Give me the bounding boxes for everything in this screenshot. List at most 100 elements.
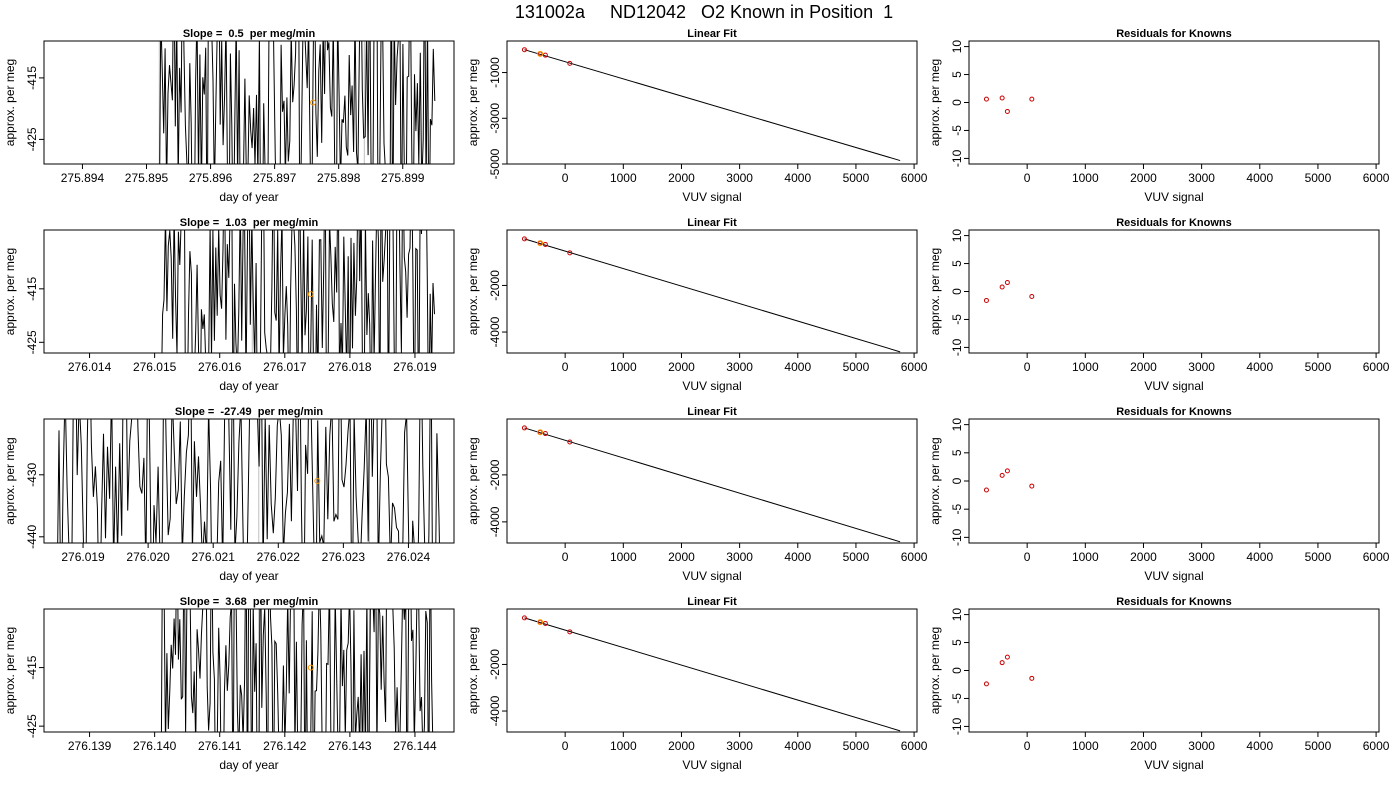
current-point-marker [310, 99, 317, 106]
data-point [1029, 483, 1035, 489]
fit-line [524, 617, 901, 732]
x-axis: 0 1000 2000 3000 4000 5000 6000 [562, 164, 928, 185]
x-tick-label: 3000 [726, 360, 753, 374]
y-tick-label: -10 [950, 149, 964, 167]
y-tick-label: -2000 [488, 270, 502, 301]
x-tick-label: 2000 [668, 171, 695, 185]
fit-line [524, 238, 901, 353]
x-tick-label: 6000 [1363, 360, 1390, 374]
y-axis-label: approx. per meg [3, 627, 17, 714]
x-axis-label: day of year [219, 379, 278, 393]
x-tick-label: 276.017 [263, 360, 307, 374]
x-tick-label: 2000 [668, 739, 695, 753]
x-tick-label: 5000 [1305, 739, 1332, 753]
y-tick-label: 0 [950, 477, 964, 484]
data-point [542, 620, 548, 626]
data-point [1004, 108, 1010, 114]
x-tick-label: 6000 [1363, 739, 1390, 753]
y-tick-label: -415 [25, 66, 39, 90]
panel-title: Linear Fit [687, 406, 737, 418]
y-tick-label: 10 [950, 608, 964, 622]
x-tick-label: 2000 [1130, 171, 1157, 185]
data-point [1004, 280, 1010, 286]
plot-area [983, 280, 1035, 303]
x-tick-label: 3000 [1188, 360, 1215, 374]
y-axis: -2000 -4000 [488, 649, 507, 726]
x-tick-label: 6000 [1363, 171, 1390, 185]
x-tick-label: 276.020 [126, 550, 170, 564]
panel-2: Linear Fit 0 1000 2000 3000 4000 5000 6000 -1000… [466, 28, 928, 204]
y-tick-label: -415 [25, 276, 39, 300]
plot-frame [506, 418, 918, 544]
x-tick-label: 275.898 [317, 171, 361, 185]
y-tick-label: -3000 [488, 103, 502, 134]
y-axis-label: approx. per meg [466, 59, 480, 146]
y-axis: -415 -425 [25, 276, 44, 354]
x-tick-label: 6000 [901, 171, 928, 185]
y-tick-label: -425 [25, 127, 39, 151]
x-tick-label: 276.139 [68, 739, 112, 753]
x-tick-label: 0 [562, 171, 569, 185]
x-axis-label: day of year [219, 190, 278, 204]
y-tick-label: -415 [25, 655, 39, 679]
data-point [567, 250, 573, 256]
y-tick-label: -2000 [488, 459, 502, 490]
y-tick-label: -10 [950, 528, 964, 546]
x-axis-label: VUV signal [1144, 190, 1203, 204]
y-axis-label: approx. per meg [928, 627, 942, 714]
x-tick-label: 3000 [1188, 171, 1215, 185]
y-tick-label: -425 [25, 714, 39, 738]
x-tick-label: 275.895 [125, 171, 169, 185]
y-axis-label: approx. per meg [3, 248, 17, 335]
plot-area [521, 425, 901, 543]
y-tick-label: 10 [950, 229, 964, 243]
x-tick-label: 4000 [784, 360, 811, 374]
x-tick-label: 5000 [843, 739, 870, 753]
plot-area [521, 47, 901, 162]
panel-title: Linear Fit [687, 28, 737, 40]
x-tick-label: 1000 [610, 360, 637, 374]
panel-title: Linear Fit [687, 596, 737, 608]
plot-frame [43, 229, 455, 354]
panel-title: Slope = 1.03 per meg/min [180, 217, 319, 229]
plot-frame [43, 40, 455, 165]
x-tick-label: 276.141 [198, 739, 242, 753]
x-axis-label: VUV signal [682, 569, 741, 583]
data-point [1029, 675, 1035, 681]
x-axis: 276.019 276.020 276.021 276.022 276.023 276.0… [61, 543, 430, 564]
x-tick-label: 276.014 [68, 360, 112, 374]
x-tick-label: 5000 [843, 171, 870, 185]
y-axis: 10 5 0 -5 -10 [950, 608, 969, 735]
fit-line [524, 49, 901, 162]
y-axis-label: approx. per meg [928, 437, 942, 524]
x-axis: 0 1000 2000 3000 4000 5000 6000 [562, 732, 928, 753]
x-tick-label: 276.143 [328, 739, 372, 753]
x-axis-label: day of year [219, 758, 278, 772]
page-title: 131002a ND12042 O2 Known in Position 1 [515, 2, 893, 22]
x-tick-label: 5000 [1305, 171, 1332, 185]
x-tick-label: 275.894 [61, 171, 105, 185]
x-axis: 0 1000 2000 3000 4000 5000 6000 [1024, 353, 1390, 374]
x-tick-label: 276.022 [257, 550, 301, 564]
current-point-marker [314, 478, 321, 484]
plot-area [57, 419, 440, 543]
x-tick-label: 4000 [1246, 739, 1273, 753]
plot-frame [43, 608, 455, 733]
y-tick-label: -10 [950, 338, 964, 356]
x-tick-label: 275.896 [189, 171, 233, 185]
y-tick-label: -4000 [488, 506, 502, 537]
x-tick-label: 0 [562, 550, 569, 564]
x-tick-label: 276.144 [393, 739, 437, 753]
current-point-marker [537, 240, 544, 247]
x-tick-label: 0 [562, 360, 569, 374]
x-tick-label: 0 [1024, 171, 1031, 185]
plot-area [160, 609, 434, 732]
x-tick-label: 0 [1024, 739, 1031, 753]
y-axis: -1000 -3000 -5000 [488, 57, 507, 179]
x-tick-label: 2000 [1130, 739, 1157, 753]
x-axis-label: day of year [219, 569, 278, 583]
data-point [999, 472, 1005, 478]
